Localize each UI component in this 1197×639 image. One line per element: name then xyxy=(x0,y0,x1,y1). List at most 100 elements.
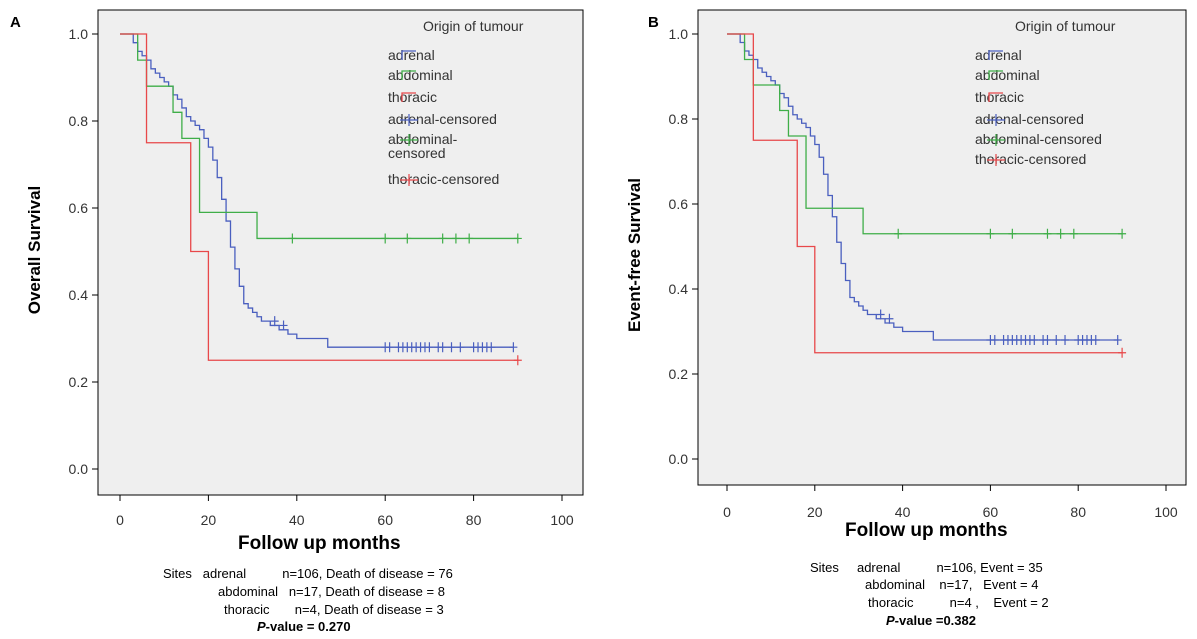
km-plot-b: 0.0 0.2 0.4 0.6 0.8 1.0 0 20 40 60 80 100 xyxy=(669,9,1187,520)
censor-mark-adrenal-censored xyxy=(1043,335,1052,345)
chart-panel-a: A 0.0 0.2 0.4 0.6 0.8 1.0 0 20 40 60 80 100 Overall… xyxy=(0,0,598,639)
censor-mark-adrenal-censored xyxy=(425,342,434,353)
y-tick-label: 1.0 xyxy=(669,26,689,42)
legend-item-2: abdominal xyxy=(388,66,453,82)
y-tick-label: 0.8 xyxy=(669,111,689,127)
legend-swatch xyxy=(401,92,416,102)
legend-step-line xyxy=(988,70,1003,80)
censor-mark-thoracic-censored xyxy=(513,355,522,366)
y-tick-label: 0.4 xyxy=(669,281,689,297)
censor-mark-adrenal-censored xyxy=(876,309,885,320)
y-tick-label: 0.6 xyxy=(669,196,689,212)
p-value: P-value = 0.270 xyxy=(257,619,351,634)
legend-step-line xyxy=(988,50,1003,60)
legend-item-2: abdominal xyxy=(975,66,1040,82)
legend-label: abdominal-censored xyxy=(975,131,1102,147)
censor-mark-abdominal-censored xyxy=(403,233,412,244)
y-tick-label: 0.2 xyxy=(669,366,689,382)
x-tick-label: 0 xyxy=(116,512,124,528)
censor-mark-adrenal-censored xyxy=(456,342,465,353)
legend-censor-mark xyxy=(987,114,1005,126)
legend-item-5: abdominal- censored xyxy=(388,130,457,160)
x-tick-label: 100 xyxy=(550,512,574,528)
censor-mark-thoracic-censored xyxy=(1118,347,1127,358)
legend-censor-mark xyxy=(400,174,418,186)
x-tick-label: 100 xyxy=(1154,504,1178,520)
series-line-thoracic xyxy=(120,33,518,361)
x-tick-label: 60 xyxy=(983,504,999,520)
legend-swatch xyxy=(400,174,418,186)
censor-mark-abdominal-censored xyxy=(1008,228,1017,239)
x-tick-label: 60 xyxy=(377,512,393,528)
legend: Origin of tumour adrenal abdominal thoraci… xyxy=(388,18,588,198)
legend-swatch xyxy=(988,92,1003,102)
footer-line-3: thoracic n=4 , Event = 2 xyxy=(868,595,1049,610)
legend-swatch xyxy=(987,114,1005,126)
censor-mark-abdominal-censored xyxy=(1118,228,1127,239)
y-tick-label: 0.0 xyxy=(669,451,689,467)
panel-letter: A xyxy=(10,14,21,31)
censor-mark-adrenal-censored xyxy=(438,342,447,353)
legend-item-4: adrenal-censored xyxy=(388,110,497,126)
legend-step-line xyxy=(401,92,416,102)
censor-mark-adrenal-censored xyxy=(990,335,999,345)
x-tick-label: 80 xyxy=(466,512,482,528)
series-line-adrenal xyxy=(120,33,514,348)
y-tick-label: 0.2 xyxy=(69,374,89,390)
censor-mark-abdominal-censored xyxy=(1043,228,1052,239)
legend-label: abdominal- censored xyxy=(388,131,458,161)
censor-mark-abdominal-censored xyxy=(513,233,522,244)
legend-swatch xyxy=(988,70,1003,80)
censor-mark-adrenal-censored xyxy=(1052,335,1061,345)
footer-line-1: Sites adrenal n=106, Death of disease = … xyxy=(163,566,453,581)
censor-mark-adrenal-censored xyxy=(279,320,288,331)
y-tick-label: 0.6 xyxy=(69,200,89,216)
p-value: P-value =0.382 xyxy=(886,613,976,628)
y-tick-label: 0.8 xyxy=(69,113,89,129)
censor-mark-abdominal-censored xyxy=(1056,228,1065,239)
series-line-abdominal xyxy=(727,33,1123,235)
censor-mark-adrenal-censored xyxy=(1061,335,1070,345)
legend-item-3: thoracic xyxy=(975,88,1024,104)
legend-swatch xyxy=(400,114,418,126)
legend-label: adrenal xyxy=(975,47,1022,63)
km-plot-a: 0.0 0.2 0.4 0.6 0.8 1.0 0 20 40 60 80 100 xyxy=(69,9,584,528)
footer-line-2: abdominal n=17, Event = 4 xyxy=(865,577,1039,592)
legend-item-4: adrenal-censored xyxy=(975,110,1084,126)
legend-censor-mark xyxy=(987,154,1005,166)
censor-mark-adrenal-censored xyxy=(385,342,394,353)
panel-letter: B xyxy=(648,14,659,31)
legend-label: adrenal-censored xyxy=(388,111,497,127)
legend: Origin of tumour adrenal abdominal thoraci… xyxy=(975,18,1195,178)
censor-mark-abdominal-censored xyxy=(438,233,447,244)
footer-line-2: abdominal n=17, Death of disease = 8 xyxy=(218,584,445,599)
x-tick-label: 0 xyxy=(723,504,731,520)
x-tick-label: 20 xyxy=(201,512,217,528)
legend-title: Origin of tumour xyxy=(423,18,524,34)
censor-mark-abdominal-censored xyxy=(288,233,297,244)
legend-label: thoracic xyxy=(388,89,438,105)
legend-item-1: adrenal xyxy=(388,46,435,62)
censor-mark-abdominal-censored xyxy=(986,228,995,239)
chart-panel-b: B 0.0 0.2 0.4 0.6 0.8 1.0 0 20 40 60 80 100 Event-f… xyxy=(600,0,1197,639)
legend-swatch xyxy=(987,154,1005,166)
censor-mark-abdominal-censored xyxy=(465,233,474,244)
legend-swatch xyxy=(401,50,416,60)
legend-swatch xyxy=(987,134,1005,146)
legend-item-6: thoracic-censored xyxy=(388,170,499,186)
censor-mark-adrenal-censored xyxy=(1030,335,1039,345)
y-tick-label: 0.0 xyxy=(69,461,89,477)
censor-mark-adrenal-censored xyxy=(487,342,496,353)
series-line-thoracic xyxy=(727,33,1123,354)
y-tick-label: 0.4 xyxy=(69,287,89,303)
series-line-adrenal xyxy=(727,33,1118,341)
x-tick-label: 40 xyxy=(289,512,305,528)
legend-swatch xyxy=(988,50,1003,60)
legend-label: adrenal xyxy=(388,47,435,63)
x-tick-label: 80 xyxy=(1070,504,1086,520)
censor-mark-abdominal-censored xyxy=(1069,228,1078,239)
legend-item-1: adrenal xyxy=(975,46,1022,62)
x-axis-label: Follow up months xyxy=(238,533,401,554)
legend-swatch xyxy=(400,134,418,146)
censor-mark-adrenal-censored xyxy=(1091,335,1100,345)
